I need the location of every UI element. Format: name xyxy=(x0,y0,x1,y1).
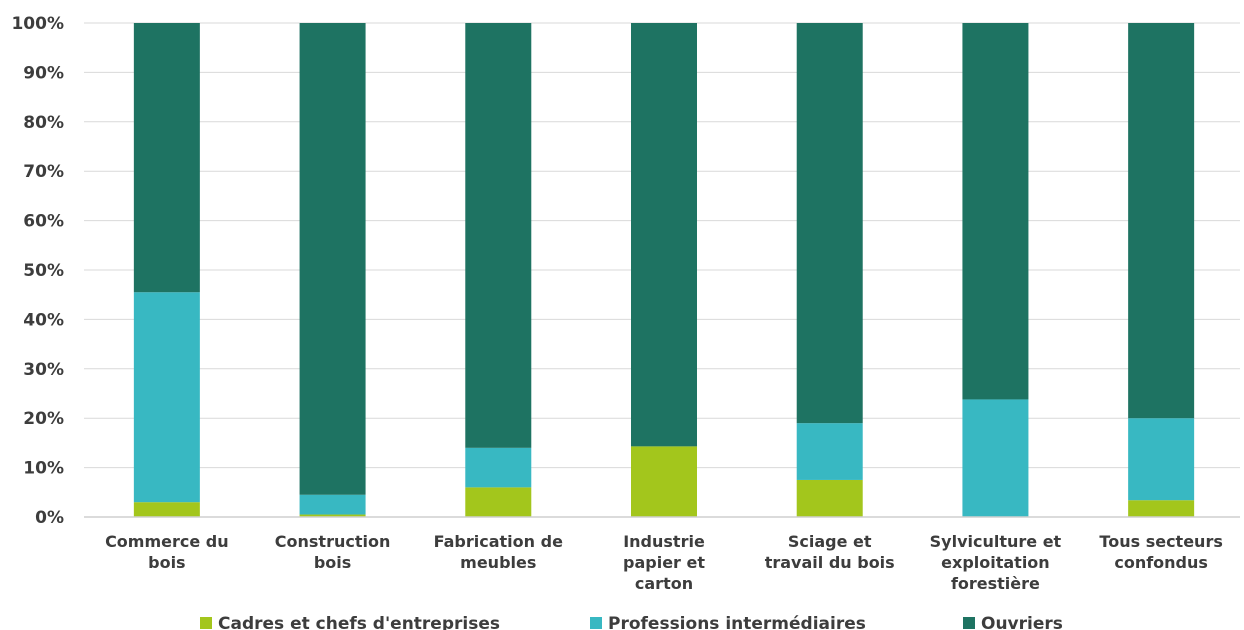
y-tick-label: 60% xyxy=(23,212,64,232)
category-label-line: carton xyxy=(635,574,693,593)
category-label-line: meubles xyxy=(460,553,536,572)
y-tick-label: 80% xyxy=(23,113,64,133)
category-label-line: Sciage et xyxy=(788,532,872,551)
bars xyxy=(133,23,1195,517)
category-label-line: exploitation xyxy=(941,553,1050,572)
category-label: Fabrication de meubles xyxy=(434,532,563,572)
bar-segment-2 xyxy=(465,447,532,488)
bar-segment-2 xyxy=(133,292,200,503)
category-label-line: travail du bois xyxy=(765,553,895,572)
category-label-line: Sylviculture et xyxy=(930,532,1062,551)
bar-segment-3 xyxy=(133,23,200,293)
bar-segment-1 xyxy=(631,446,697,517)
bar-segment-2 xyxy=(962,399,1029,517)
y-tick-label: 10% xyxy=(23,459,64,479)
y-tick-label: 50% xyxy=(23,261,64,281)
bar-segment-3 xyxy=(1128,23,1195,419)
bar-segment-2 xyxy=(299,494,366,515)
bar-segment-1 xyxy=(299,514,366,517)
y-axis-ticks: 0% 10% 20% 30% 40% 50% 60% 70% 80% 90% 100% xyxy=(11,14,64,528)
category-label: Sciage et travail du bois xyxy=(765,532,895,572)
y-tick-label: 90% xyxy=(23,63,64,83)
legend-label: Professions intermédiaires xyxy=(608,614,866,630)
bar-segment-3 xyxy=(962,23,1029,400)
category-label-line: Commerce du xyxy=(105,532,229,551)
bar-segment-2 xyxy=(1128,418,1195,501)
legend-swatch xyxy=(963,617,975,629)
legend-swatch xyxy=(590,617,602,629)
category-label: Construction bois xyxy=(275,532,391,572)
bar-segment-2 xyxy=(796,423,863,480)
bar-segment-1 xyxy=(133,502,200,517)
bar-segment-3 xyxy=(299,23,366,495)
y-tick-label: 30% xyxy=(23,360,64,380)
category-label-line: forestière xyxy=(951,574,1040,593)
legend-item: Ouvriers xyxy=(963,614,1063,630)
x-axis-categories: Commerce du bois Construction bois Fabricati… xyxy=(105,532,1223,593)
category-label-line: papier et xyxy=(623,553,705,572)
legend-item: Professions intermédiaires xyxy=(590,614,866,630)
bar-segment-3 xyxy=(796,23,863,424)
bar-segment-1 xyxy=(465,487,532,517)
category-label: Commerce du bois xyxy=(105,532,229,572)
category-label: Tous secteurs confondus xyxy=(1099,532,1222,572)
category-label: Sylviculture et exploitation forestière xyxy=(930,532,1062,593)
category-label-line: Tous secteurs xyxy=(1099,532,1222,551)
bar-segment-3 xyxy=(631,23,697,447)
legend-swatch xyxy=(200,617,212,629)
category-label-line: Industrie xyxy=(623,532,705,551)
y-tick-label: 100% xyxy=(11,14,64,34)
bar-segment-3 xyxy=(465,23,532,448)
category-label-line: Construction xyxy=(275,532,391,551)
y-tick-label: 20% xyxy=(23,409,64,429)
category-label-line: confondus xyxy=(1114,553,1208,572)
category-label-line: Fabrication de xyxy=(434,532,563,551)
category-label: Industrie papier et carton xyxy=(623,532,705,593)
category-label-line: bois xyxy=(314,553,351,572)
bar-segment-1 xyxy=(1128,500,1195,517)
bar-segment-1 xyxy=(796,479,863,517)
legend-label: Ouvriers xyxy=(981,614,1063,630)
legend-label: Cadres et chefs d'entreprises xyxy=(218,614,500,630)
legend: Cadres et chefs d'entreprises Professions… xyxy=(200,614,1063,630)
y-tick-label: 0% xyxy=(35,508,64,528)
y-tick-label: 70% xyxy=(23,162,64,182)
y-tick-label: 40% xyxy=(23,310,64,330)
legend-item: Cadres et chefs d'entreprises xyxy=(200,614,500,630)
category-label-line: bois xyxy=(148,553,185,572)
